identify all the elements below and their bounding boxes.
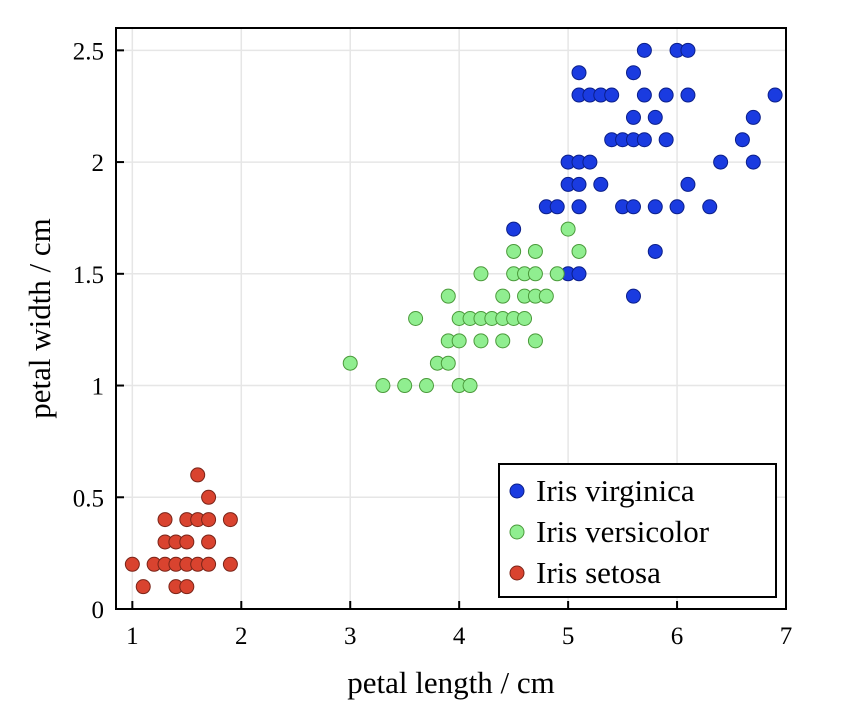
y-tick-label: 2: [92, 150, 105, 177]
data-point-iris-versicolor: [473, 266, 489, 282]
data-point-iris-setosa: [222, 512, 238, 528]
y-tick-label: 1: [92, 374, 105, 401]
data-point-iris-virginica: [767, 87, 783, 103]
data-point-iris-virginica: [680, 42, 696, 58]
data-point-iris-versicolor: [538, 288, 554, 304]
data-point-iris-virginica: [680, 176, 696, 192]
data-point-iris-versicolor: [462, 378, 478, 394]
data-point-iris-setosa: [179, 534, 195, 550]
legend: Iris virginica Iris versicolor Iris setosa: [498, 463, 777, 598]
data-point-iris-versicolor: [560, 221, 576, 237]
y-axis-title: petal width / cm: [22, 218, 57, 419]
y-tick-label: 2.5: [73, 38, 104, 65]
x-tick-label: 7: [780, 623, 793, 650]
data-point-iris-versicolor: [506, 243, 522, 259]
legend-marker: [509, 524, 525, 540]
data-point-iris-setosa: [201, 534, 217, 550]
data-point-iris-setosa: [179, 579, 195, 595]
data-point-iris-versicolor: [571, 243, 587, 259]
data-point-iris-virginica: [625, 199, 641, 215]
legend-box: [498, 463, 777, 598]
data-point-iris-virginica: [604, 87, 620, 103]
data-point-iris-virginica: [702, 199, 718, 215]
y-tick-label: 0.5: [73, 485, 104, 512]
data-point-iris-setosa: [124, 556, 140, 572]
data-point-iris-virginica: [647, 243, 663, 259]
x-axis-title: petal length / cm: [347, 665, 554, 700]
data-point-iris-versicolor: [451, 333, 467, 349]
legend-label: Iris versicolor: [536, 514, 710, 549]
data-point-iris-virginica: [582, 154, 598, 170]
x-tick-label: 4: [453, 623, 466, 650]
data-point-iris-virginica: [669, 199, 685, 215]
data-point-iris-virginica: [745, 154, 761, 170]
legend-marker: [509, 483, 525, 499]
data-point-iris-virginica: [625, 109, 641, 125]
legend-label: Iris virginica: [536, 473, 695, 508]
data-point-iris-versicolor: [473, 333, 489, 349]
data-point-iris-setosa: [157, 512, 173, 528]
data-point-iris-virginica: [506, 221, 522, 237]
data-point-iris-versicolor: [408, 311, 424, 326]
x-tick-label: 2: [235, 623, 248, 650]
legend-label: Iris setosa: [536, 555, 661, 590]
data-point-iris-versicolor: [549, 266, 565, 282]
plot-frame: [115, 27, 787, 610]
data-point-iris-versicolor: [495, 288, 511, 304]
data-point-iris-virginica: [647, 199, 663, 215]
data-point-iris-virginica: [571, 176, 587, 192]
data-point-iris-versicolor: [495, 333, 511, 349]
data-point-iris-virginica: [734, 132, 750, 148]
data-point-iris-setosa: [190, 467, 206, 483]
axis-ticks: 1 2 3 4 5 6 7 0 0.5 1 1.5 2 2.5: [73, 38, 793, 650]
data-point-iris-versicolor: [517, 311, 533, 326]
data-point-iris-virginica: [680, 87, 696, 103]
data-point-iris-virginica: [647, 109, 663, 125]
data-point-iris-versicolor: [397, 378, 413, 394]
y-tick-label: 1.5: [73, 262, 104, 289]
data-point-iris-setosa: [201, 512, 217, 528]
x-tick-label: 6: [671, 623, 684, 650]
data-point-iris-virginica: [636, 87, 652, 103]
data-point-iris-virginica: [549, 199, 565, 215]
data-point-iris-virginica: [713, 154, 729, 170]
data-point-iris-virginica: [625, 65, 641, 81]
data-point-iris-virginica: [571, 266, 587, 282]
data-point-iris-virginica: [593, 176, 609, 192]
data-point-iris-versicolor: [418, 378, 434, 394]
data-point-iris-virginica: [636, 132, 652, 148]
data-point-iris-versicolor: [527, 243, 543, 259]
data-point-iris-versicolor: [527, 333, 543, 349]
data-points: [124, 42, 783, 595]
data-point-iris-virginica: [636, 42, 652, 58]
x-tick-label: 5: [562, 623, 575, 650]
data-point-iris-versicolor: [342, 355, 358, 371]
data-point-iris-setosa: [201, 556, 217, 572]
data-point-iris-versicolor: [527, 266, 543, 282]
data-point-iris-versicolor: [440, 288, 456, 304]
data-point-iris-virginica: [745, 109, 761, 125]
data-point-iris-versicolor: [440, 355, 456, 371]
data-point-iris-setosa: [222, 556, 238, 572]
data-point-iris-virginica: [571, 199, 587, 215]
data-point-iris-versicolor: [375, 378, 391, 394]
data-point-iris-setosa: [135, 579, 151, 595]
data-point-iris-virginica: [658, 87, 674, 103]
data-point-iris-virginica: [658, 132, 674, 148]
legend-marker: [509, 565, 525, 581]
data-point-iris-virginica: [625, 288, 641, 304]
data-point-iris-virginica: [571, 65, 587, 81]
x-tick-label: 3: [344, 623, 357, 650]
x-tick-label: 1: [126, 623, 139, 650]
y-tick-label: 0: [92, 597, 105, 624]
data-point-iris-setosa: [201, 489, 217, 505]
